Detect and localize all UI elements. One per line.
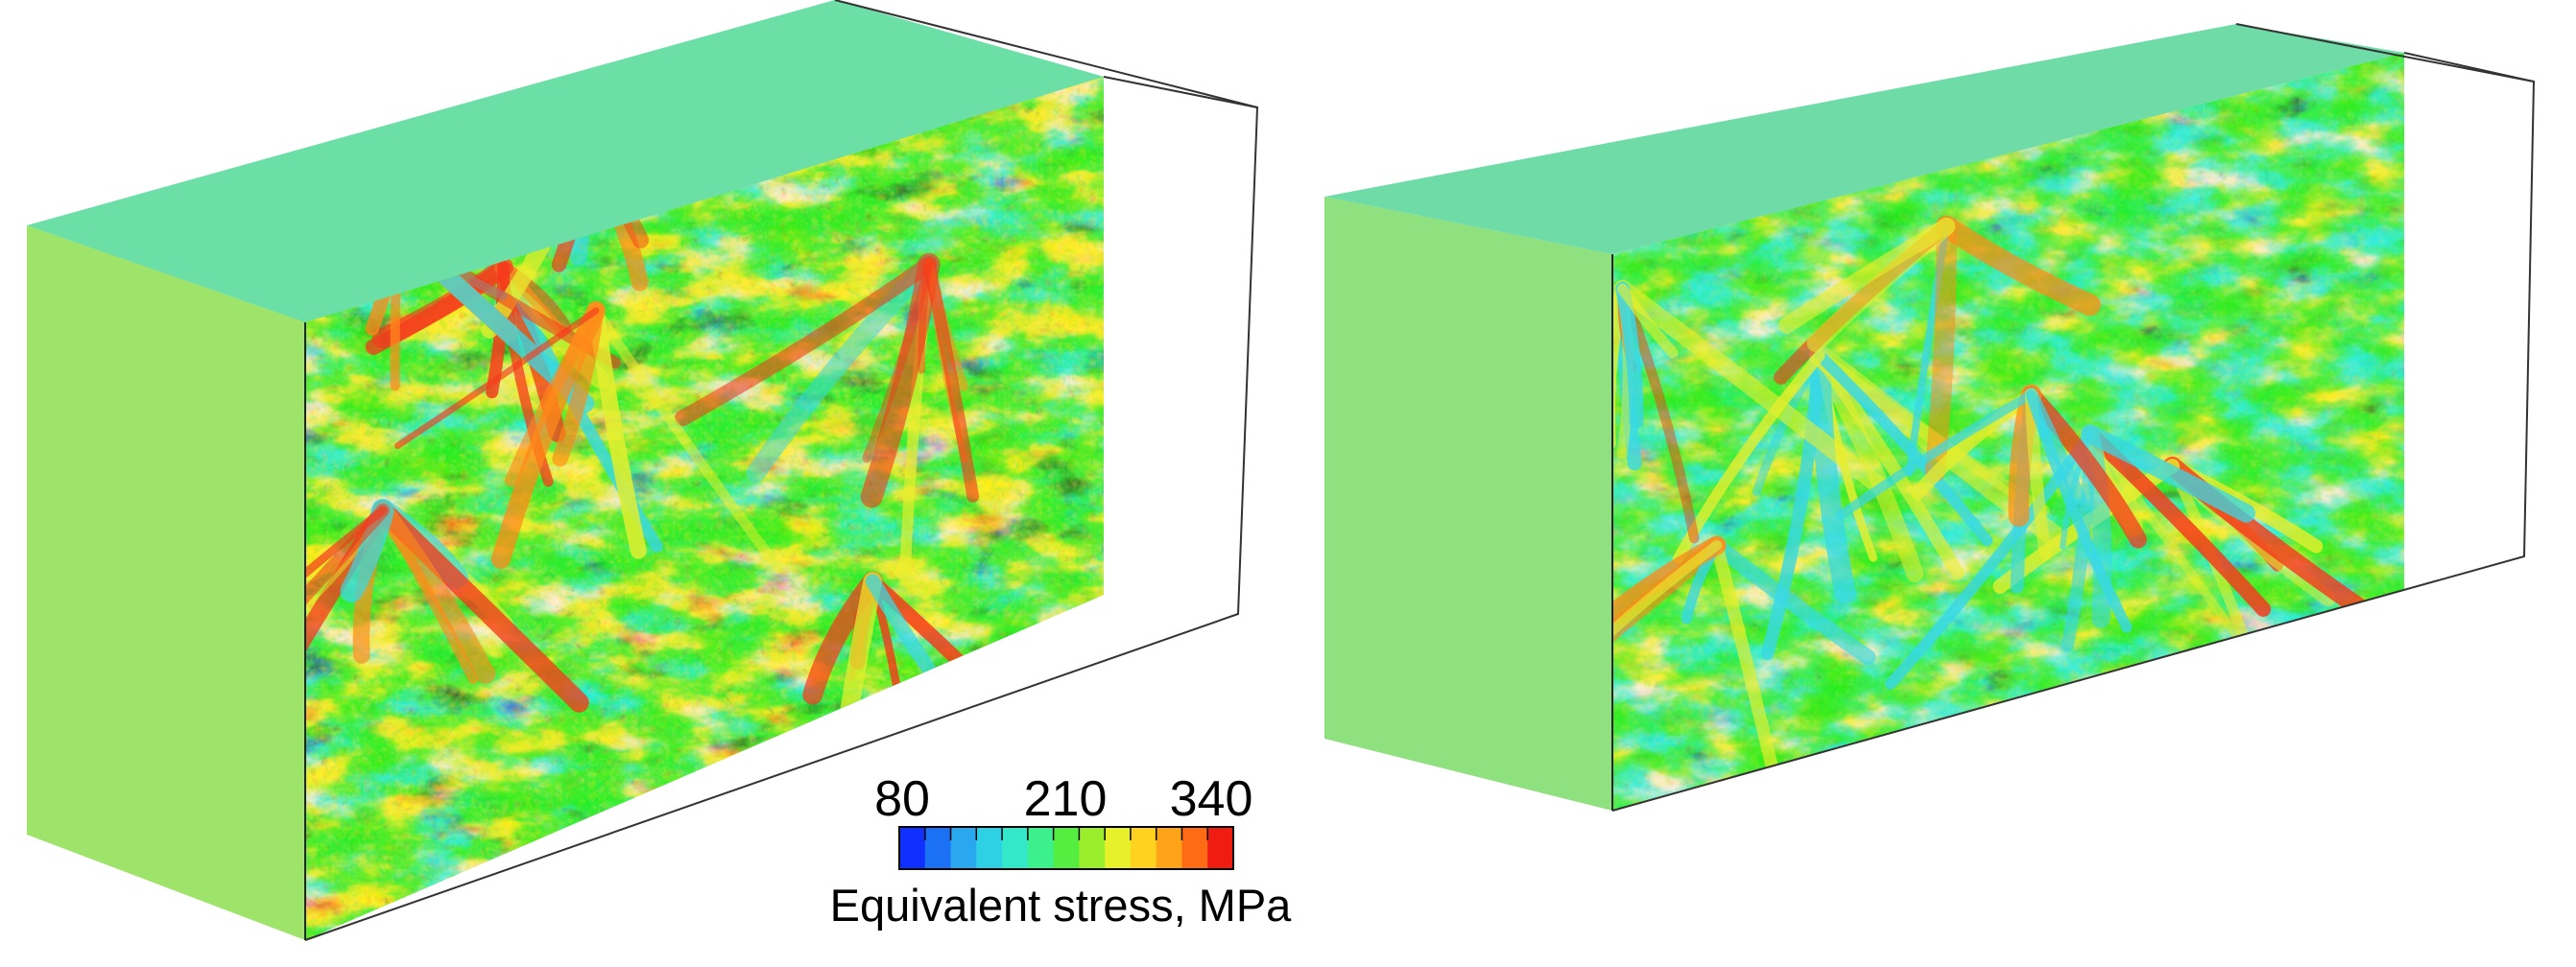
stress-streak: [1615, 281, 1644, 429]
stress-streak: [394, 307, 600, 449]
legend-title: Equivalent stress, MPa: [830, 880, 1293, 931]
legend-band: [899, 827, 926, 869]
stress-streak: [860, 252, 941, 508]
right-top-face: [1324, 24, 2404, 254]
stress-streak: [1814, 349, 1993, 547]
legend-tick-mid: 210: [1024, 771, 1108, 827]
color-legend: 80 210 340 Equivalent stress, MPa: [830, 771, 1293, 931]
legend-band: [1207, 827, 1234, 869]
stress-streak: [922, 257, 980, 503]
stress-streak: [674, 255, 938, 427]
stress-streak: [918, 260, 933, 374]
legend-band: [950, 827, 977, 869]
legend-band: [1156, 827, 1182, 869]
left-top-face-texture: [27, 0, 1104, 322]
left-side-face: [27, 225, 305, 940]
right-stress-block: [1324, 23, 2536, 812]
stress-streak: [1806, 217, 1956, 353]
stress-streak: [305, 504, 390, 732]
stress-streak: [1617, 283, 1679, 359]
legend-band: [924, 827, 952, 869]
legend-band: [1181, 827, 1208, 869]
stress-streak: [1612, 540, 1722, 694]
legend-band: [1002, 827, 1029, 869]
right-side-face: [1324, 197, 1612, 811]
legend-band: [1105, 827, 1132, 869]
stress-streak: [2025, 389, 2133, 633]
legend-band: [1053, 827, 1080, 869]
left-wireframe: [304, 76, 1259, 941]
legend-band: [1130, 827, 1157, 869]
legend-band: [1079, 827, 1106, 869]
legend-band: [1027, 827, 1055, 869]
legend-color-bar: [899, 827, 1234, 869]
stress-streak: [1808, 344, 1856, 604]
legend-tick-marks: [898, 827, 1208, 840]
stress-streak: [862, 259, 934, 463]
legend-band: [976, 827, 1003, 869]
stress-streak: [590, 305, 784, 575]
stress-streak: [1613, 279, 1887, 494]
stress-streak: [552, 302, 605, 467]
right-wireframe-edge: [2235, 23, 2535, 83]
legend-bar-border: [898, 826, 1234, 870]
stress-streak: [1924, 216, 1957, 483]
stress-streak: [372, 500, 496, 684]
stress-streak: [1836, 389, 2037, 520]
stress-streak: [2083, 426, 2272, 617]
legend-tick-max: 340: [1170, 771, 1253, 827]
right-wireframe: [1611, 52, 2536, 812]
stress-streak: [1935, 215, 2101, 317]
left-wireframe-edge: [834, 0, 1258, 108]
stress-streak: [2081, 424, 2112, 628]
right-stress-streaks: [1612, 215, 2393, 811]
stress-streak: [504, 303, 603, 487]
stress-streak: [1672, 349, 1825, 564]
stress-streak: [2081, 424, 2255, 523]
stress-streak: [1708, 537, 1876, 666]
stress-streak: [587, 302, 647, 559]
legend-tick-min: 80: [874, 771, 930, 827]
